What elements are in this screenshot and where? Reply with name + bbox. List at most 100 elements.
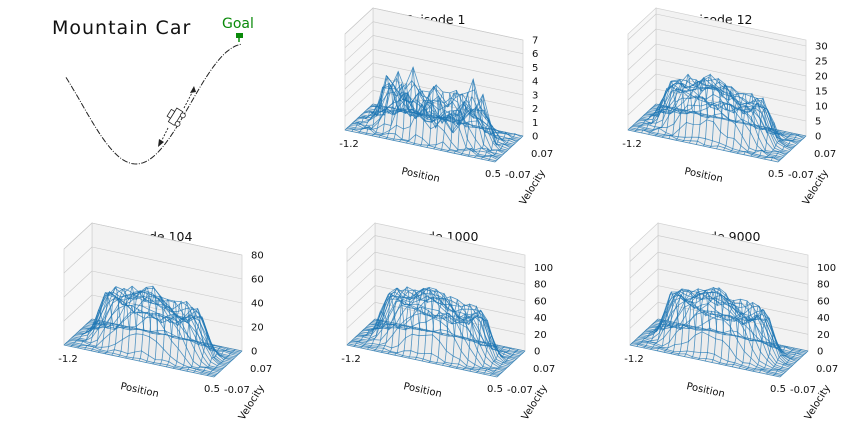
wire-line-position: [435, 299, 464, 365]
chart-2: Episode 12051015202530-1.20.5Position0.0…: [622, 7, 836, 207]
z-gridline: [374, 235, 526, 268]
wire-line-position: [655, 80, 684, 137]
car-icon: [166, 107, 186, 127]
z-gridline: [657, 251, 809, 285]
wire-line-position: [627, 103, 657, 131]
wire-line-position: [365, 97, 394, 135]
z-tick-label: 60: [251, 275, 264, 286]
z-gridline: [374, 251, 526, 285]
y-tick-label: 0.07: [533, 364, 555, 375]
wire-line-position: [682, 78, 711, 142]
z-tick-label: 40: [251, 299, 264, 310]
z-gridline: [344, 48, 374, 76]
z-tick-label: 3: [532, 90, 538, 101]
z-tick-label: 80: [251, 251, 264, 262]
z-gridline: [346, 251, 376, 279]
z-gridline: [63, 222, 93, 250]
wire-line-position: [716, 90, 745, 150]
x-tick-label: 0.5: [768, 169, 784, 180]
wire-line-position: [453, 79, 483, 154]
wire-line-position: [152, 300, 181, 365]
wire-line-position: [750, 107, 779, 157]
wire-line-position: [371, 74, 401, 137]
wire-line-position: [496, 350, 526, 378]
wire-line-position: [346, 318, 376, 346]
wire-line-position: [641, 105, 670, 134]
wire-line-position: [447, 92, 476, 153]
wire-line-position: [489, 349, 519, 376]
z-tick-label: 15: [815, 87, 828, 98]
wire-line-position: [697, 286, 727, 360]
x-axis-label: Position: [400, 166, 440, 185]
wire-line-position: [691, 289, 720, 359]
z-gridline: [372, 48, 524, 82]
wire-line-position: [643, 321, 672, 349]
z-tick-label: 5: [532, 63, 538, 74]
wire-line-position: [131, 286, 161, 360]
z-gridline: [91, 246, 243, 280]
z-tick-label: 25: [815, 57, 828, 68]
z-gridline: [372, 7, 524, 41]
wire-line-position: [650, 311, 679, 350]
wire-line-position: [648, 98, 677, 135]
wire-line-position: [138, 285, 168, 362]
wire-line-position: [387, 285, 417, 354]
wire-line-position: [752, 317, 781, 372]
z-gridline: [344, 76, 374, 103]
wire-line-position: [179, 307, 209, 370]
z-gridline: [63, 246, 93, 274]
z-gridline: [655, 43, 807, 77]
z-gridline: [627, 13, 657, 41]
wire-line-position: [360, 321, 389, 349]
y-tick-label: 0.07: [814, 149, 836, 160]
wire-line-position: [709, 83, 739, 148]
z-gridline: [346, 268, 376, 296]
z-gridline: [627, 88, 657, 116]
surface-wireframe: [346, 285, 526, 378]
wire-line-position: [704, 286, 734, 362]
wire-line-position: [661, 78, 691, 138]
surface-wireframe: [627, 73, 807, 163]
wire-line-position: [206, 349, 236, 376]
z-tick-label: 80: [534, 280, 547, 291]
wire-line-position: [374, 292, 403, 352]
y-tick-label: -0.07: [507, 385, 533, 396]
z-gridline: [63, 270, 93, 298]
wire-line-position: [670, 289, 700, 354]
wire-line-position: [636, 320, 666, 347]
wire-line-position: [77, 321, 106, 349]
mountain-curve: [65, 43, 243, 165]
chart-1: Episode 101234567-1.20.5Position0.07-0.0…: [339, 7, 553, 207]
wire-line-position: [125, 291, 154, 359]
wire-line-position: [476, 335, 505, 373]
wire-line-position: [723, 93, 752, 151]
z-tick-label: 100: [534, 263, 553, 274]
z-tick-label: 20: [534, 330, 547, 341]
z-gridline: [657, 235, 809, 268]
wire-line-position: [467, 94, 497, 157]
wire-line-position: [766, 347, 795, 375]
wire-line-position: [469, 317, 498, 372]
z-gridline: [629, 251, 659, 279]
x-tick-label: -1.2: [622, 139, 642, 150]
z-tick-label: 40: [817, 313, 830, 324]
surface-wireframe: [344, 66, 524, 163]
wire-line-position: [689, 77, 718, 144]
z-gridline: [629, 285, 659, 312]
z-tick-label: 20: [817, 330, 830, 341]
wire-line-position: [97, 285, 127, 353]
z-tick-label: 60: [817, 296, 830, 307]
wire-line-position: [656, 291, 686, 351]
x-tick-label: 0.5: [770, 384, 786, 395]
y-tick-label: 0.07: [250, 364, 272, 375]
wire-line-position: [63, 318, 93, 346]
wire-line-position: [663, 288, 693, 353]
z-tick-label: 7: [532, 36, 538, 47]
wire-line-position: [90, 292, 120, 352]
z-gridline: [655, 58, 807, 92]
wire-line-position: [757, 122, 786, 158]
wire-line-position: [433, 90, 462, 150]
wire-line-position: [193, 335, 222, 373]
